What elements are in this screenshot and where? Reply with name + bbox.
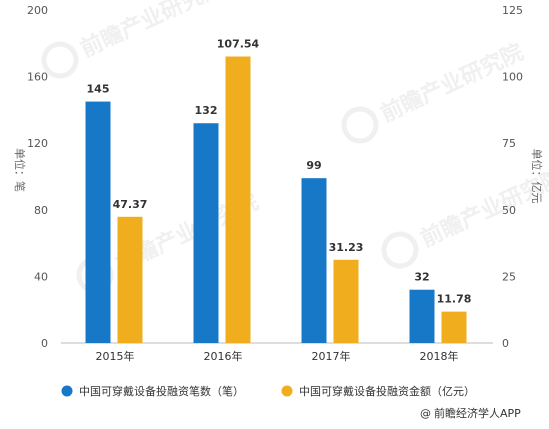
data-label-series-2: 31.23 — [329, 241, 364, 254]
x-tick-label: 2018年 — [420, 349, 459, 363]
source: @ 前瞻经济学人APP — [420, 406, 521, 420]
y-left-tick-label: 0 — [41, 337, 48, 350]
data-labels: 145 47.37 132 107.54 99 31.23 32 11.78 — [87, 38, 472, 306]
bar-series-1 — [409, 289, 435, 343]
bar-series-2 — [225, 56, 251, 344]
y-right-tick-label: 0 — [502, 337, 509, 350]
bar-series-2 — [117, 216, 143, 343]
svg-text:前瞻产业研究院: 前瞻产业研究院 — [417, 164, 549, 253]
bar-series-1 — [85, 101, 111, 343]
y-right-tick-label: 25 — [502, 270, 516, 283]
y-left-axis-label: 单位：笔 — [13, 148, 27, 192]
y-left-ticks: 0 40 80 120 160 200 — [27, 4, 48, 350]
data-label-series-2: 11.78 — [437, 293, 472, 306]
bar-series-1 — [193, 123, 219, 343]
y-right-tick-label: 75 — [502, 137, 516, 150]
y-left-tick-label: 40 — [34, 270, 48, 283]
bar-series-2 — [333, 259, 359, 343]
x-tick-label: 2015年 — [96, 349, 135, 363]
data-label-series-1: 32 — [414, 271, 429, 284]
svg-text:前瞻产业研究院: 前瞻产业研究院 — [77, 0, 228, 63]
x-tick-label: 2016年 — [204, 349, 243, 363]
watermark-logo: 前瞻产业研究院 — [381, 164, 549, 269]
bars — [85, 56, 467, 344]
data-label-series-2: 47.37 — [113, 198, 148, 211]
at-sign-icon: @ — [420, 407, 431, 420]
watermark-logo: 前瞻产业研究院 — [41, 0, 228, 79]
x-tick-labels: 2015年 2016年 2017年 2018年 — [96, 349, 459, 363]
y-right-tick-label: 50 — [502, 204, 516, 217]
legend: 中国可穿戴设备投融资笔数（笔） 中国可穿戴设备投融资金额（亿元） — [61, 384, 475, 398]
data-label-series-1: 145 — [87, 83, 110, 96]
y-right-axis-label: 单位：亿元 — [530, 149, 544, 204]
y-left-tick-label: 160 — [27, 71, 48, 84]
source-text: 前瞻经济学人APP — [434, 406, 521, 420]
y-right-tick-label: 100 — [502, 71, 523, 84]
data-label-series-1: 132 — [195, 104, 218, 117]
y-right-tick-label: 125 — [502, 4, 523, 17]
y-left-tick-label: 120 — [27, 137, 48, 150]
legend-label-series-2: 中国可穿戴设备投融资金额（亿元） — [299, 384, 475, 398]
y-left-tick-label: 200 — [27, 4, 48, 17]
watermark-logo: 前瞻产业研究院 — [341, 39, 527, 144]
x-tick-label: 2017年 — [312, 349, 351, 363]
y-left-tick-label: 80 — [34, 204, 48, 217]
legend-label-series-1: 中国可穿戴设备投融资笔数（笔） — [79, 384, 244, 398]
legend-marker-series-1 — [61, 385, 73, 397]
legend-marker-series-2 — [281, 385, 293, 397]
y-right-ticks: 0 25 50 75 100 125 — [502, 4, 523, 350]
bar-series-2 — [441, 311, 467, 343]
data-label-series-2: 107.54 — [217, 38, 260, 51]
data-label-series-1: 99 — [306, 159, 321, 172]
bar-series-1 — [301, 178, 327, 343]
watermark-group: 前瞻产业研究院 前瞻产业研究院 前瞻产业研究院 前瞻产业研究院 — [41, 0, 549, 294]
